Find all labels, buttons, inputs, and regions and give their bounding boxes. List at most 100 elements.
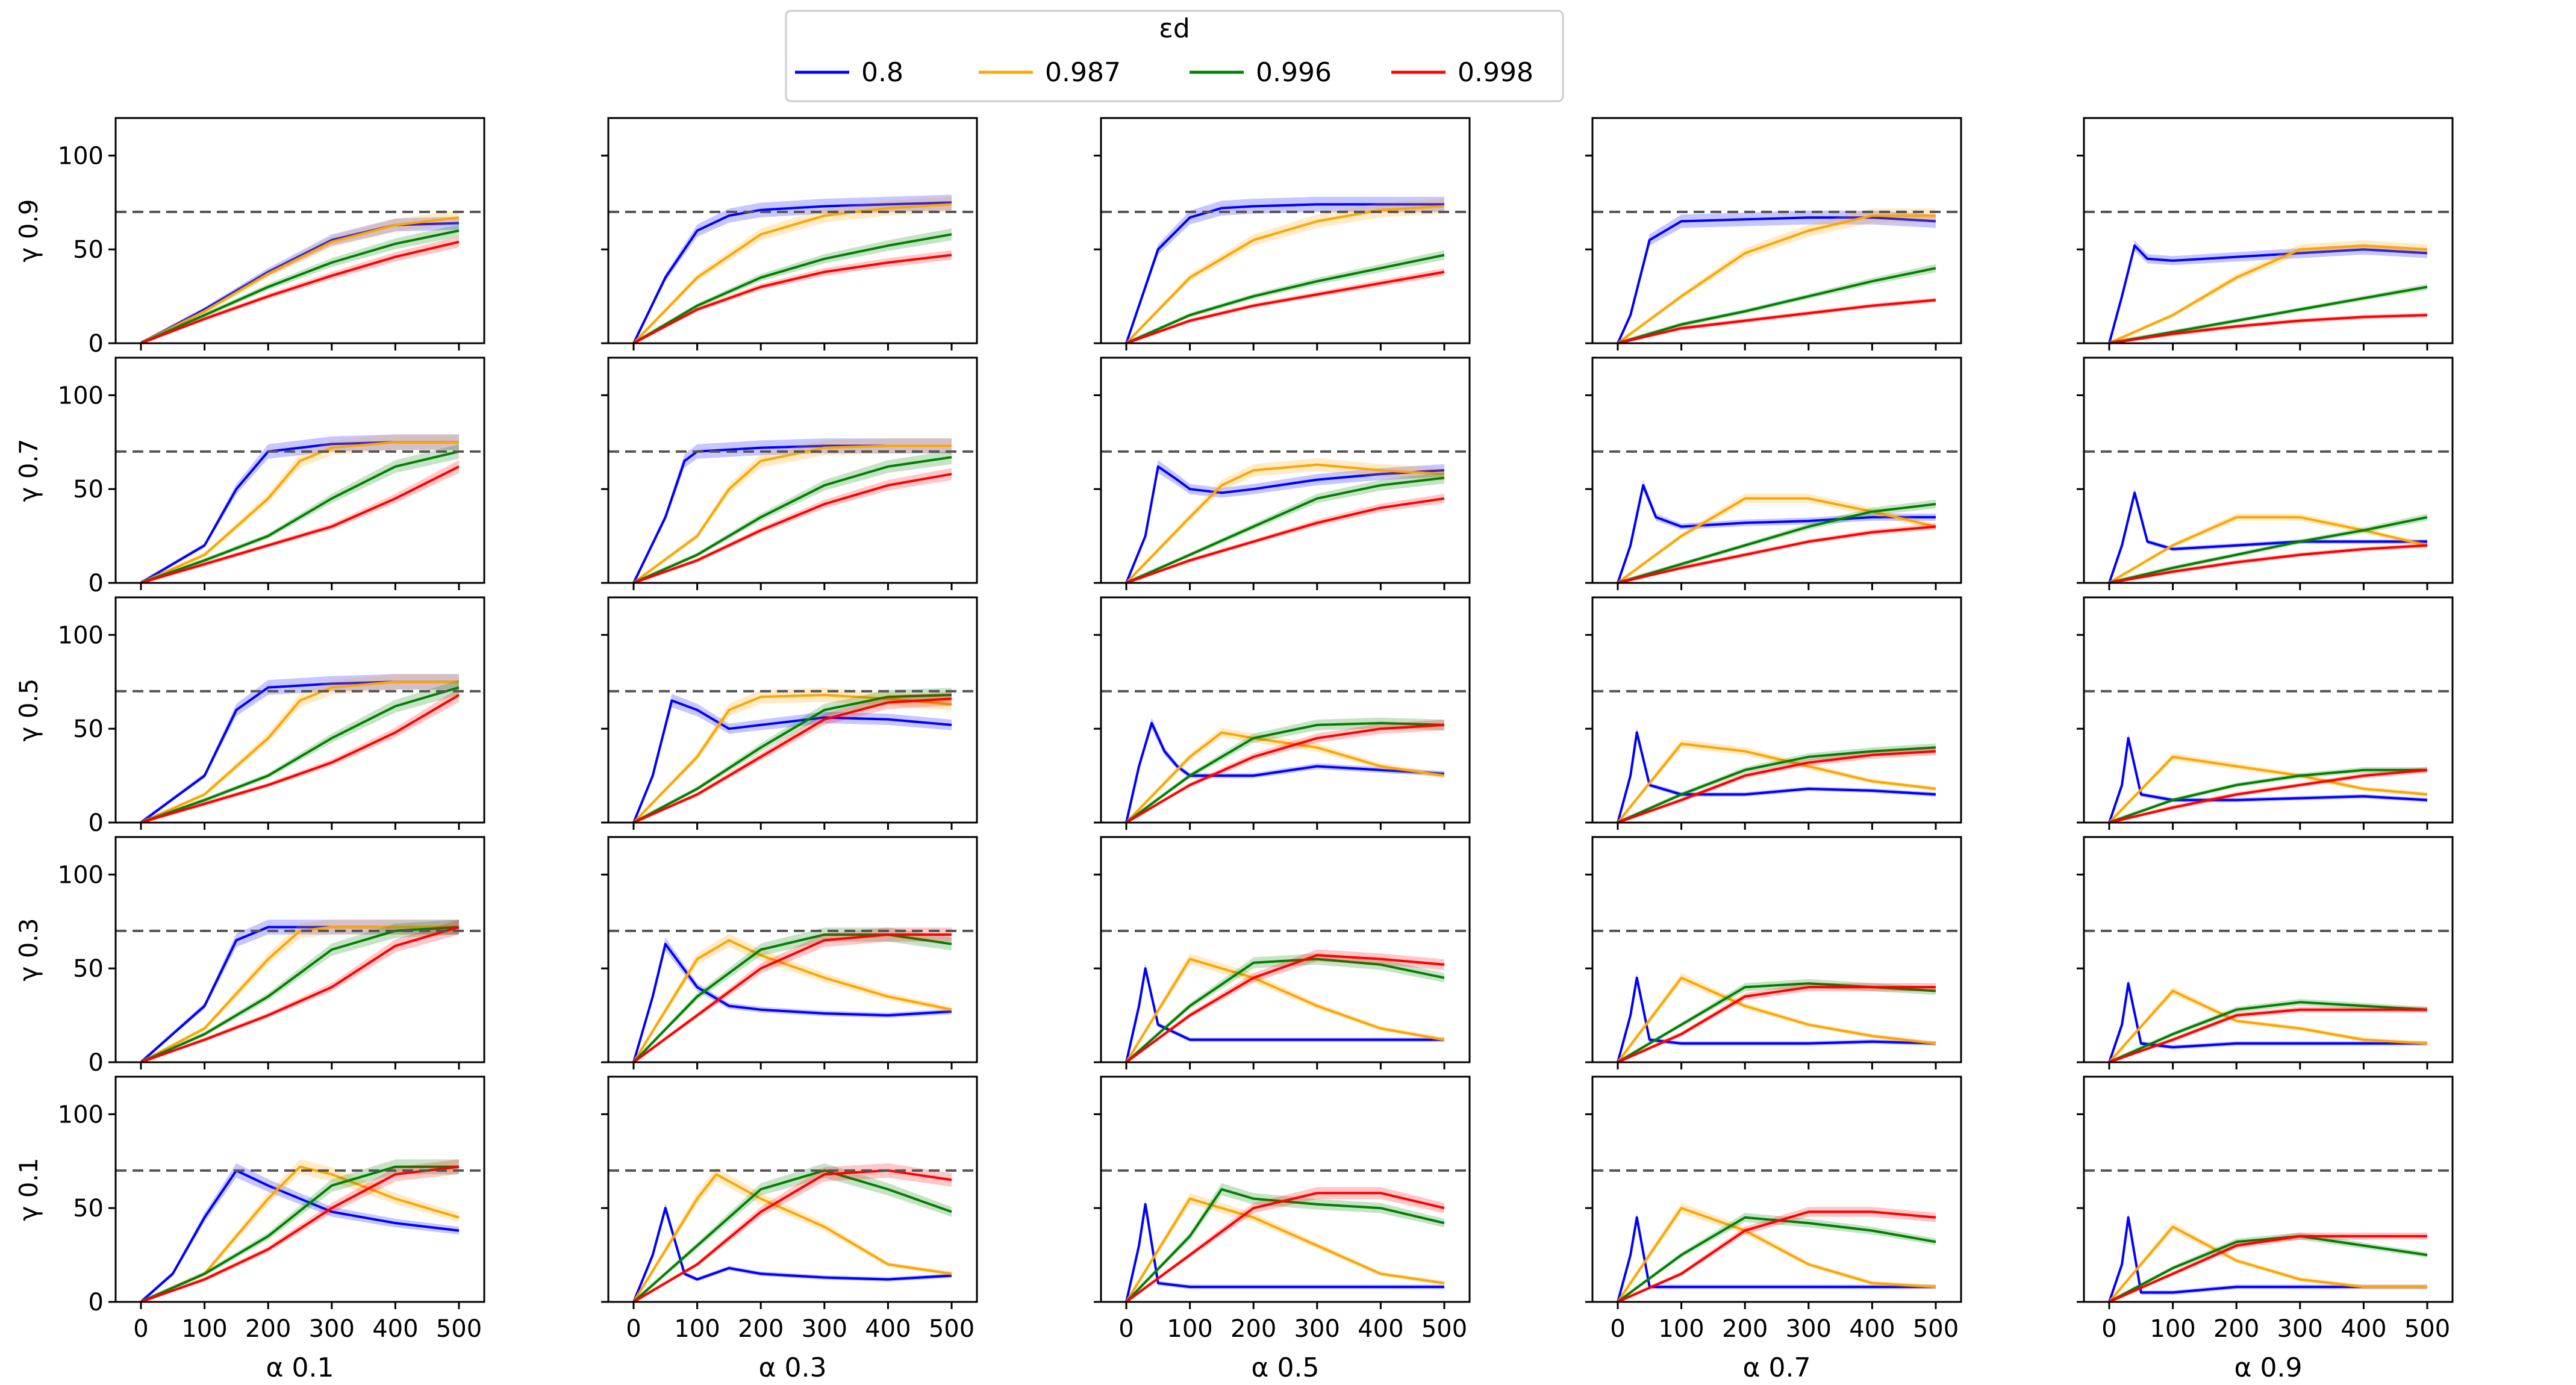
series-band-0.987 xyxy=(1618,494,1936,583)
y-tick-label: 100 xyxy=(58,861,104,889)
series-band-0.8 xyxy=(634,195,952,343)
x-tick-label: 500 xyxy=(1421,1315,1467,1343)
panel-frame xyxy=(1591,356,1962,584)
panel-frame xyxy=(607,356,978,584)
x-tick-label: 200 xyxy=(2213,1315,2259,1343)
panel: 0 50 100 γ 0.9 xyxy=(14,117,485,358)
series-band-0.987 xyxy=(1618,1203,1936,1302)
series-band-0.998 xyxy=(634,1163,952,1302)
panel-frame xyxy=(114,117,485,344)
series-band-0.998 xyxy=(2109,1006,2427,1062)
series-line-0.996 xyxy=(140,1165,459,1303)
x-tick-label: 0 xyxy=(626,1315,641,1343)
series-line-0.987 xyxy=(2108,755,2428,824)
series-band-0.996 xyxy=(141,920,459,1062)
series-line-0.996 xyxy=(1126,476,1445,584)
series-line-0.987 xyxy=(632,939,952,1063)
row-label: γ 0.3 xyxy=(14,918,43,982)
series-line-0.8 xyxy=(632,942,952,1063)
series-line-0.996 xyxy=(1125,721,1445,824)
x-tick-label: 0 xyxy=(133,1315,148,1343)
panel-frame xyxy=(2083,117,2454,344)
series-line-0.987 xyxy=(140,926,459,1063)
panel: 0 100 200 300 400 500 α 0.3 xyxy=(601,1075,978,1383)
series-line-0.996 xyxy=(1125,957,1445,1063)
series-line-0.987 xyxy=(1125,463,1445,584)
series-band-0.996 xyxy=(1126,953,1444,1062)
series-line-0.996 xyxy=(1617,503,1936,584)
series-band-0.998 xyxy=(1126,1187,1444,1302)
x-tick-label: 100 xyxy=(181,1315,227,1343)
series-line-0.8 xyxy=(1125,721,1445,823)
series-line-0.998 xyxy=(1126,270,1445,344)
row-label: γ 0.5 xyxy=(14,679,43,742)
x-tick-label: 300 xyxy=(1294,1315,1340,1343)
panel xyxy=(1585,356,1962,590)
series-band-0.8 xyxy=(634,937,952,1062)
series-line-0.996 xyxy=(632,233,952,344)
series-band-0.996 xyxy=(1618,1213,1936,1302)
series-band-0.987 xyxy=(1618,973,1936,1062)
panel-frame xyxy=(1100,117,1471,344)
series-band-0.8 xyxy=(2109,979,2427,1062)
column-label: α 0.7 xyxy=(1743,1352,1811,1383)
series-line-0.8 xyxy=(1125,465,1445,584)
series-line-0.8 xyxy=(1125,967,1444,1063)
legend-entry: 0.987 xyxy=(979,57,1121,88)
y-tick-label: 50 xyxy=(73,476,104,503)
panel: 0 100 200 300 400 500 α 0.7 xyxy=(1585,1075,1962,1383)
series-line-0.987 xyxy=(632,1173,952,1303)
series-line-0.996 xyxy=(2109,768,2427,824)
series-line-0.998 xyxy=(633,473,952,584)
panel: 0 100 200 300 400 500 α 0.5 xyxy=(1094,1075,1471,1383)
series-band-0.996 xyxy=(141,1159,459,1302)
series-line-0.998 xyxy=(1125,954,1445,1063)
series-line-0.8 xyxy=(1617,976,1936,1063)
panel-frame xyxy=(2083,1075,2454,1303)
series-line-0.998 xyxy=(140,1165,460,1303)
series-band-0.8 xyxy=(141,1163,459,1302)
series-band-0.8 xyxy=(141,216,459,343)
x-tick-label: 200 xyxy=(1230,1315,1276,1343)
series-line-0.8 xyxy=(140,1169,460,1303)
column-label: α 0.3 xyxy=(759,1352,827,1383)
series-band-0.998 xyxy=(1618,983,1936,1062)
series-line-0.996 xyxy=(1126,254,1445,344)
panel-frame xyxy=(2083,596,2454,824)
series-line-0.996 xyxy=(1617,267,1936,344)
column-label: α 0.9 xyxy=(2235,1352,2303,1383)
y-tick-label: 0 xyxy=(89,1289,104,1316)
series-line-0.996 xyxy=(1125,1188,1445,1303)
panel xyxy=(1585,836,1962,1069)
panel-frame xyxy=(1100,1075,1471,1303)
series-band-0.998 xyxy=(1618,747,1936,823)
panel xyxy=(1094,356,1471,590)
panel: 0 50 100 0 100 200 300 400 500 γ 0.1 α 0.1 xyxy=(14,1075,485,1383)
legend-entry: 0.996 xyxy=(1190,57,1332,88)
series-band-0.8 xyxy=(1618,210,1936,343)
series-line-0.996 xyxy=(633,456,952,584)
legend-frame xyxy=(785,10,1564,102)
column-label: α 0.5 xyxy=(1252,1352,1320,1383)
series-line-0.8 xyxy=(1617,484,1936,584)
series-line-0.996 xyxy=(632,1169,952,1303)
y-tick-label: 0 xyxy=(89,330,104,358)
panel-frame xyxy=(2083,356,2454,584)
series-line-0.996 xyxy=(633,694,952,824)
x-tick-label: 400 xyxy=(865,1315,911,1343)
series-line-0.987 xyxy=(2108,989,2428,1063)
series-band-0.8 xyxy=(1618,973,1936,1062)
x-tick-label: 300 xyxy=(309,1315,355,1343)
series-band-0.996 xyxy=(1618,743,1936,823)
x-tick-label: 0 xyxy=(2101,1315,2116,1343)
panel-frame xyxy=(1591,1075,1962,1303)
series-band-0.987 xyxy=(1126,199,1444,343)
y-tick-label: 100 xyxy=(58,621,104,649)
y-tick-label: 100 xyxy=(58,382,104,409)
series-line-0.998 xyxy=(632,933,952,1063)
x-tick-label: 100 xyxy=(1167,1315,1212,1343)
series-line-0.996 xyxy=(140,229,460,344)
x-tick-label: 500 xyxy=(1913,1315,1959,1343)
x-tick-label: 300 xyxy=(1786,1315,1832,1343)
series-line-0.987 xyxy=(1125,957,1445,1063)
